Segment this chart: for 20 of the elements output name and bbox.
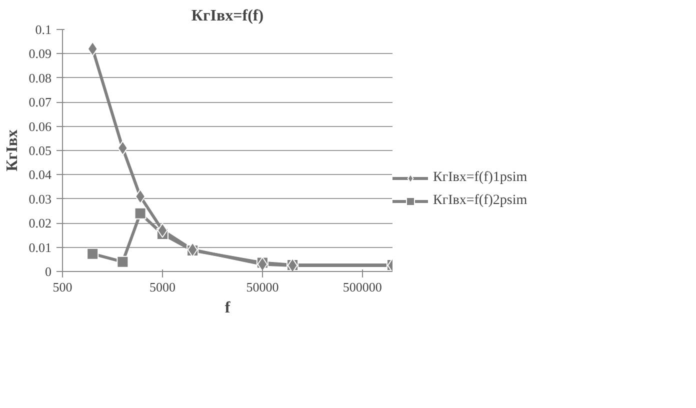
y-tick-label: 0.05 (28, 143, 52, 158)
x-tick-label: 500000 (342, 280, 382, 294)
legend-label: КгIвх=f(f)2psim (433, 193, 528, 209)
y-axis-title: КгIвх (4, 130, 21, 172)
x-axis-title: f (224, 300, 231, 316)
y-tick-label: 0 (45, 264, 52, 279)
x-tick-label: 50000 (246, 280, 279, 294)
y-tick-label: 0.07 (28, 94, 52, 110)
y-tick-label: 0.04 (28, 167, 52, 182)
y-tick-label: 0.09 (28, 46, 52, 62)
y-tick-label: 0.03 (28, 191, 52, 206)
y-tick-label: 0.08 (28, 70, 52, 86)
x-tick-label: 5000 (149, 280, 176, 294)
y-tick-label: 0.1 (35, 22, 52, 37)
y-tick-label: 0.02 (28, 216, 52, 231)
y-tick-label: 0.01 (28, 240, 52, 255)
x-tick-label: 500 (52, 280, 72, 294)
legend-label: КгIвх=f(f)1psim (433, 170, 528, 186)
chart-title: КгIвх=f(f) (191, 8, 264, 24)
y-tick-label: 0.06 (28, 118, 52, 134)
